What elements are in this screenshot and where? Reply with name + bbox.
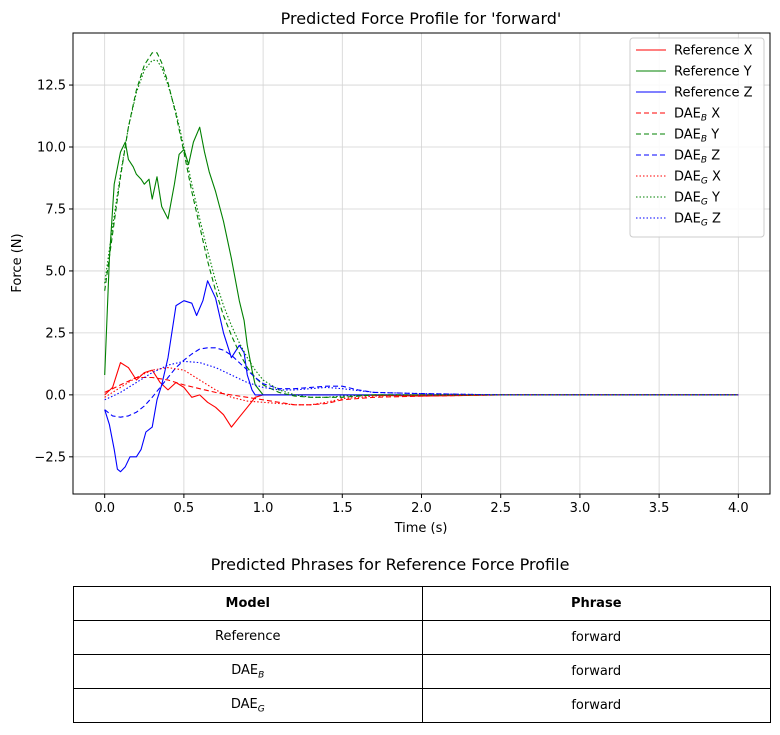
series-line-dae-b-x (104, 376, 739, 406)
phrase-table: Model Phrase Reference forward DAEB forw… (73, 586, 771, 723)
table-row: DAEG forward (73, 688, 771, 723)
y-tick-label: 0.0 (45, 388, 66, 403)
series-line-dae-g-y (104, 59, 739, 398)
x-tick-label: 0.0 (94, 501, 115, 516)
x-tick-label: 3.0 (570, 501, 591, 516)
x-tick-label: 1.0 (253, 501, 274, 516)
model-subscript: B (258, 670, 265, 681)
series-line-reference-x (104, 362, 739, 428)
series-line-reference-y (104, 126, 739, 396)
x-tick-label: 2.5 (490, 501, 511, 516)
legend-label: DAEG Y (674, 191, 720, 208)
y-tick-label: 2.5 (45, 326, 66, 341)
x-tick-label: 3.5 (649, 501, 670, 516)
table-title: Predicted Phrases for Reference Force Pr… (210, 555, 570, 574)
model-name: DAE (230, 696, 258, 712)
x-tick-label: 2.0 (411, 501, 432, 516)
phrase-table-wrap: Model Phrase Reference forward DAEB forw… (73, 586, 771, 723)
model-cell: Reference (73, 620, 423, 655)
header-model: Model (73, 586, 423, 621)
model-name: Reference (215, 628, 281, 644)
phrase-cell: forward (421, 688, 771, 723)
series-line-dae-b-y (104, 52, 739, 398)
y-tick-label: −2.5 (34, 450, 66, 465)
y-tick-label: 5.0 (45, 264, 66, 279)
y-axis-label: Force (N) (10, 233, 25, 292)
model-cell: DAEB (73, 654, 423, 689)
phrase-cell: forward (421, 620, 771, 655)
table-row: Reference forward (73, 620, 771, 655)
header-phrase: Phrase (421, 586, 771, 621)
legend-label: DAEG X (674, 170, 721, 187)
legend-label: DAEB Z (674, 149, 720, 166)
x-ticks: 0.0 0.5 1.0 1.5 2.0 2.5 3.0 3.5 4.0 (94, 494, 749, 516)
x-tick-label: 0.5 (174, 501, 195, 516)
series-line-dae-g-z (104, 360, 739, 401)
model-name: DAE (231, 662, 259, 678)
x-tick-label: 4.0 (728, 501, 749, 516)
y-tick-label: 7.5 (45, 202, 66, 217)
legend-label: Reference Y (674, 65, 752, 80)
legend-label: DAEG Z (674, 212, 721, 229)
series-line-dae-b-z (104, 347, 739, 418)
force-chart: Predicted Force Profile for 'forward' 0.… (10, 9, 771, 536)
y-tick-label: 12.5 (37, 79, 66, 94)
legend-label: DAEB Y (674, 128, 719, 145)
legend-label: DAEB X (674, 107, 720, 124)
y-ticks: −2.5 0.0 2.5 5.0 7.5 10.0 12.5 (34, 79, 73, 465)
phrase-cell: forward (421, 654, 771, 689)
plot-lines (104, 52, 739, 473)
model-cell: DAEG (73, 688, 423, 723)
legend-label: Reference X (674, 44, 753, 59)
legend-label: Reference Z (674, 86, 753, 101)
y-tick-label: 10.0 (37, 141, 66, 156)
table-row: DAEB forward (73, 654, 771, 689)
chart-title: Predicted Force Profile for 'forward' (281, 9, 562, 28)
x-axis-label: Time (s) (394, 521, 448, 536)
table-header-row: Model Phrase (73, 586, 771, 621)
legend: Reference X Reference Y Reference Z DAEB X D… (629, 37, 765, 238)
legend-box (629, 37, 765, 238)
series-line-reference-z (104, 280, 739, 473)
model-subscript: G (257, 704, 265, 715)
x-tick-label: 1.5 (332, 501, 353, 516)
